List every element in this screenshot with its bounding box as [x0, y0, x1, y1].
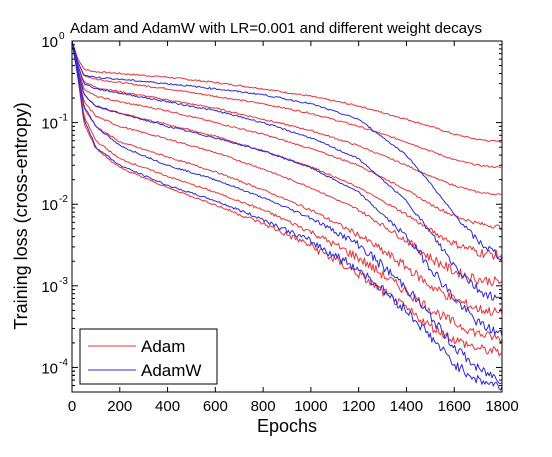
series-layer — [71, 40, 503, 391]
series-line-adam-3 — [71, 40, 503, 231]
x-axis-label: Epochs — [257, 416, 317, 436]
x-tick-label: 600 — [203, 398, 228, 415]
y-tick-exponent: -1 — [59, 113, 68, 124]
x-tick-label: 1400 — [390, 398, 423, 415]
series-line-adam-0 — [71, 40, 503, 143]
series-line-adam-1 — [71, 40, 503, 169]
y-tick-exponent: -4 — [59, 357, 68, 368]
x-tick-label: 400 — [155, 398, 180, 415]
y-axis-label: Training loss (cross-entropy) — [11, 102, 31, 329]
y-tick-label: 10 — [41, 34, 58, 51]
series-line-adamw-11 — [71, 40, 503, 338]
y-tick-label: 10 — [41, 279, 58, 296]
y-tick-label: 10 — [41, 360, 58, 377]
legend-label-adamw: AdamW — [141, 361, 201, 380]
series-line-adam-5 — [71, 40, 503, 287]
series-line-adamw-10 — [71, 40, 503, 302]
series-line-adamw-12 — [71, 40, 503, 384]
x-tick-label: 1000 — [294, 398, 327, 415]
series-line-adamw-9 — [71, 40, 503, 261]
x-tick-label: 800 — [251, 398, 276, 415]
y-tick-exponent: -3 — [59, 276, 68, 287]
series-line-adam-6 — [71, 40, 503, 317]
y-tick-exponent: -2 — [59, 194, 68, 205]
legend-label-adam: Adam — [141, 337, 185, 356]
chart-title: Adam and AdamW with LR=0.001 and differe… — [70, 20, 482, 37]
x-tick-label: 200 — [107, 398, 132, 415]
series-line-adam-2 — [71, 40, 503, 196]
series-line-adam-8 — [71, 40, 503, 357]
x-tick-label: 1600 — [438, 398, 471, 415]
x-tick-label: 1800 — [485, 398, 518, 415]
legend-box — [79, 328, 218, 385]
y-tick-label: 10 — [41, 197, 58, 214]
x-tick-label: 1200 — [342, 398, 375, 415]
y-tick-exponent: 0 — [59, 31, 65, 42]
legend: Adam AdamW — [79, 328, 218, 385]
y-tick-label: 10 — [41, 116, 58, 133]
x-tick-label: 0 — [68, 398, 76, 415]
series-line-adamw-13 — [71, 40, 503, 391]
